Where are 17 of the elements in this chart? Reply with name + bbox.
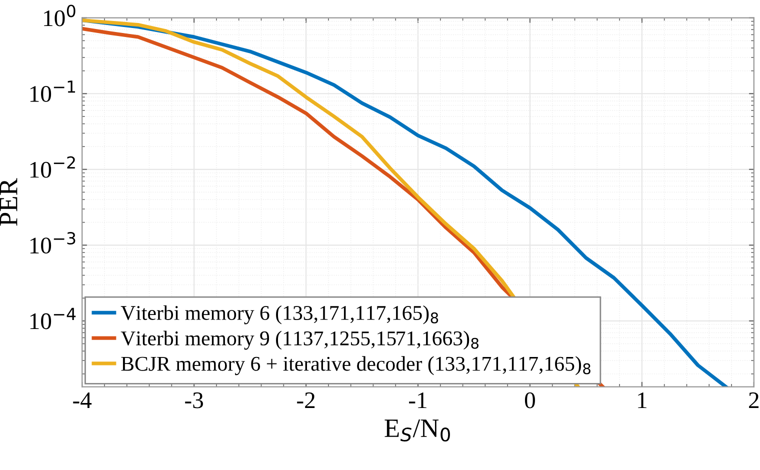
y-tick-label: 10$^{−3}$ xyxy=(30,232,76,254)
x-axis-title: E$_{S}$/N$_{0}$ xyxy=(384,420,450,442)
y-tick-label: 10$^{0}$ xyxy=(44,4,76,26)
y-tick-label: 10$^{−4}$ xyxy=(30,308,76,330)
legend-label: Viterbi memory 9 (1137,1255,1571,1663)$_{8}$ xyxy=(120,330,478,350)
legend-label: BCJR memory 6 + iterative decoder (133,171,117,165)$_{8}$ xyxy=(121,356,590,376)
y-tick-label: 10$^{−2}$ xyxy=(30,156,75,178)
x-tick-label: -4 xyxy=(73,392,92,408)
x-tick-label: 0 xyxy=(524,392,535,408)
legend-label: Viterbi memory 6 (133,171,117,165)$_{8}$ xyxy=(120,305,438,324)
x-tick-label: 2 xyxy=(749,392,759,408)
x-tick-label: 1 xyxy=(638,392,646,408)
x-tick-label: -2 xyxy=(297,392,315,408)
x-tick-label: -1 xyxy=(409,392,426,408)
y-tick-label: 10$^{−1}$ xyxy=(30,80,76,102)
y-axis-title: PER xyxy=(0,178,18,226)
x-tick-label: -3 xyxy=(185,392,203,408)
